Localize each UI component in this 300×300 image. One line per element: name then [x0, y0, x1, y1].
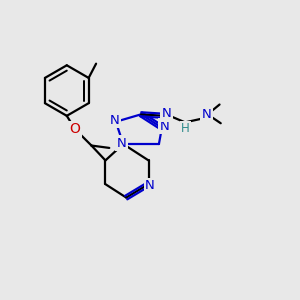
Text: N: N — [117, 137, 127, 150]
Text: N: N — [145, 179, 155, 192]
Text: H: H — [181, 122, 190, 135]
Text: N: N — [202, 108, 211, 122]
Text: N: N — [159, 120, 169, 133]
Text: N: N — [162, 107, 172, 120]
Text: O: O — [70, 122, 80, 136]
Text: N: N — [110, 114, 119, 127]
